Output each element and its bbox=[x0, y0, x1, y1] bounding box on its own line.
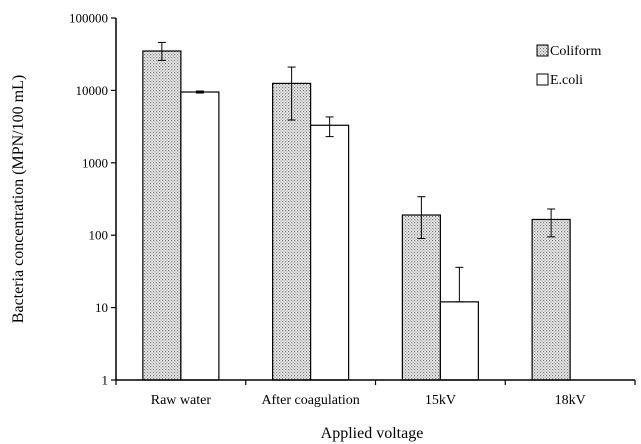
x-axis-ticks bbox=[115, 380, 636, 385]
y-tick-label: 10 bbox=[95, 300, 108, 315]
error-bars-group bbox=[157, 41, 556, 303]
bar-e-coli bbox=[310, 124, 350, 381]
y-tick-label: 1 bbox=[102, 373, 109, 388]
x-axis-category-labels: Raw water After coagulation 15kV 18kV bbox=[151, 393, 586, 408]
bar-e-coli bbox=[180, 91, 220, 381]
legend-label-coliform: Coliform bbox=[550, 44, 601, 59]
x-axis-title: Applied voltage bbox=[321, 425, 424, 442]
bars-group bbox=[142, 50, 571, 381]
legend-swatch-coliform bbox=[536, 44, 549, 57]
legend-swatch-ecoli bbox=[536, 73, 549, 86]
y-tick-label: 10000 bbox=[76, 83, 109, 98]
x-category-label: 15kV bbox=[425, 393, 456, 408]
legend-label-ecoli: E.coli bbox=[550, 73, 583, 88]
y-tick-label: 100000 bbox=[69, 11, 108, 26]
bar-coliform bbox=[272, 82, 312, 381]
y-tick-label: 100 bbox=[89, 228, 109, 243]
y-axis-ticks: 1 10 100 1000 10000 100000 bbox=[69, 11, 116, 388]
bar-e-coli bbox=[439, 301, 479, 381]
y-tick-label: 1000 bbox=[82, 155, 108, 170]
bar-coliform bbox=[401, 214, 441, 381]
x-category-label: After coagulation bbox=[261, 393, 359, 408]
x-category-label: 18kV bbox=[555, 393, 586, 408]
x-category-label: Raw water bbox=[151, 393, 212, 408]
bar-coliform bbox=[531, 218, 571, 381]
legend: Coliform E.coli bbox=[536, 44, 601, 88]
y-axis-title: Bacteria concentration (MPN/100 mL) bbox=[10, 75, 27, 323]
bar-coliform bbox=[142, 50, 182, 381]
